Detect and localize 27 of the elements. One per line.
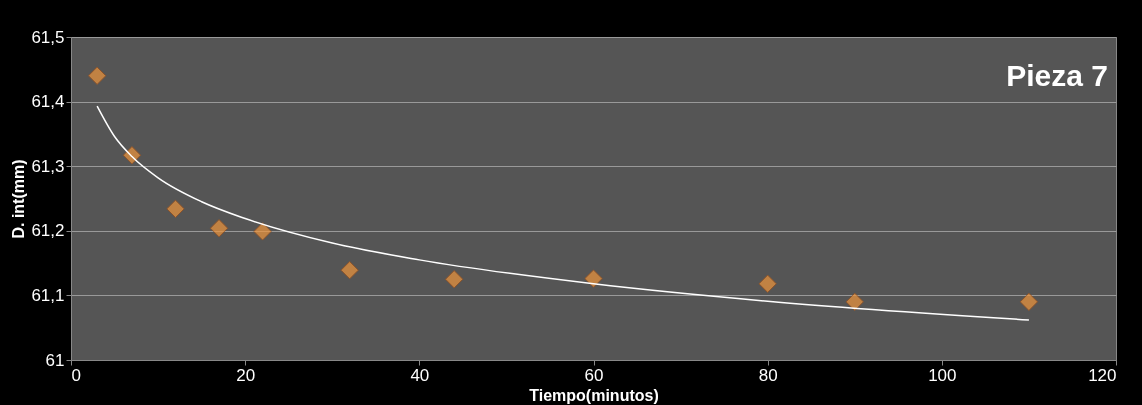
x-tick-label: 80 bbox=[758, 365, 778, 385]
x-tick-label: 120 bbox=[1088, 365, 1117, 385]
point bbox=[253, 222, 272, 241]
line-series bbox=[96, 105, 1030, 321]
point bbox=[584, 269, 603, 288]
x-tick-label: 100 bbox=[928, 365, 957, 385]
point bbox=[758, 274, 777, 293]
y-tick-label: 61,1 bbox=[31, 285, 65, 305]
point bbox=[845, 292, 864, 312]
x-tick-label: 40 bbox=[410, 365, 430, 385]
point bbox=[209, 219, 229, 238]
point bbox=[87, 66, 107, 85]
point bbox=[166, 199, 185, 218]
y-tick-label: 61 bbox=[45, 350, 65, 370]
point bbox=[445, 270, 464, 289]
y-tick-label: 61,5 bbox=[31, 27, 65, 47]
annotation: Pieza 7 bbox=[1006, 59, 1108, 92]
y-tick-label: 61,3 bbox=[31, 156, 65, 176]
x-tick-label: 60 bbox=[584, 365, 604, 385]
x-axis-title: Tiempo(minutos) bbox=[529, 386, 659, 404]
x-tick-label: 20 bbox=[236, 365, 256, 385]
point bbox=[340, 261, 359, 280]
y-tick-label: 61,4 bbox=[31, 92, 65, 112]
y-axis-title: D. int(mm) bbox=[10, 159, 28, 239]
x-tick-label: 0 bbox=[71, 365, 81, 385]
y-tick-label: 61,2 bbox=[31, 221, 65, 241]
point bbox=[1019, 292, 1039, 312]
